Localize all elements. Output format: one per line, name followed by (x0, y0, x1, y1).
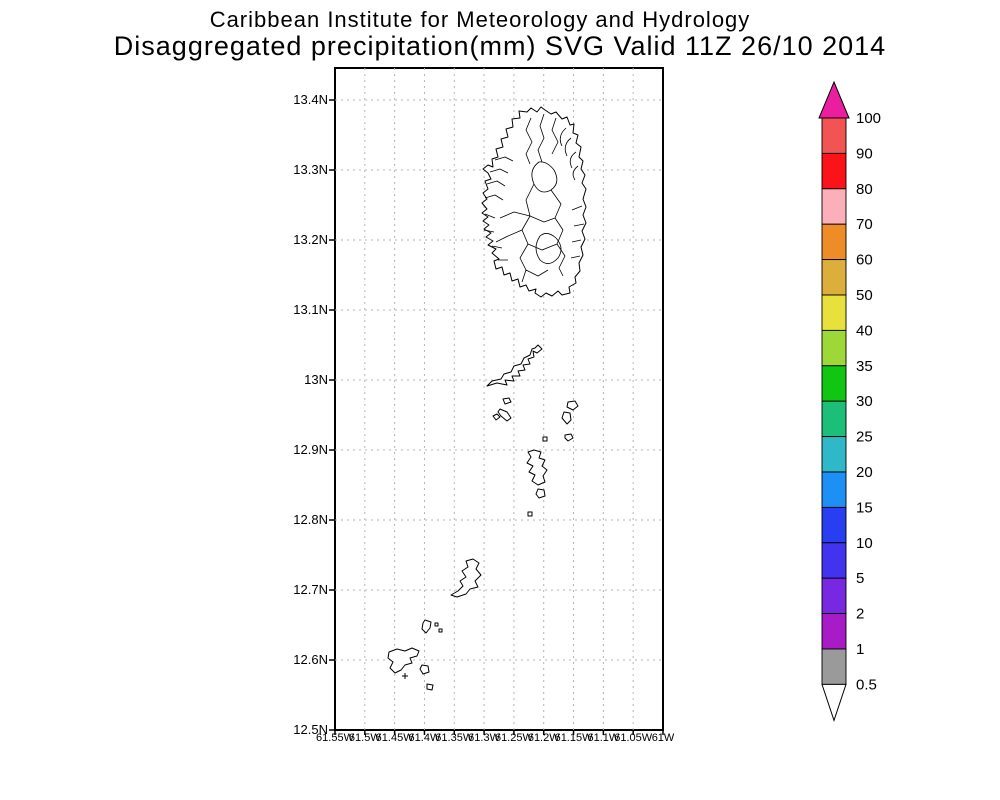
island-mayreau (421, 619, 432, 634)
colorbar-tick-label: 35 (856, 358, 873, 375)
lon-label: 61.35W (435, 732, 474, 744)
island-petit-st-vincent (426, 683, 434, 691)
colorbar-segment (821, 613, 847, 650)
lon-label: 61W (651, 732, 675, 744)
lat-label: 13.3N (293, 162, 328, 177)
island-baliceaux (561, 411, 572, 425)
colorbar-tick-label: 10 (856, 535, 873, 552)
islet-west-of-bequia (492, 413, 501, 421)
lat-label: 13.1N (293, 302, 328, 317)
colorbar-segment (821, 294, 847, 331)
lat-label: 13.2N (293, 232, 328, 247)
colorbar-segment (821, 577, 847, 615)
colorbar-segment (821, 152, 847, 190)
lon-label: 61.55W (316, 732, 354, 744)
cross-marker (402, 673, 408, 679)
colorbar-segment (821, 188, 847, 225)
islet-dot-b (564, 433, 574, 442)
axis-ticks (329, 99, 664, 735)
island-st-vincent-coast (481, 106, 587, 298)
colorbar-labels: 100 90 80 70 60 50 40 35 30 25 20 15 10 5 2 1 0.5 (856, 110, 881, 693)
colorbar-tick-label: 15 (856, 499, 873, 516)
lon-label: 61.4W (408, 732, 441, 744)
colorbar-tick-label: 30 (856, 393, 873, 410)
colorbar-segment (821, 542, 847, 579)
islet-tobago-cays-a (434, 622, 439, 627)
colorbar-segment (821, 471, 847, 508)
lat-label: 12.9N (293, 442, 328, 457)
colorbar-tick-label: 5 (856, 570, 864, 587)
colorbar-tick-label: 1 (856, 641, 864, 658)
institute-title: Caribbean Institute for Meteorology and … (209, 7, 751, 32)
map-canvas (329, 67, 664, 735)
lon-label: 61.25W (494, 732, 533, 744)
colorbar-tick-label: 20 (856, 464, 873, 481)
island-canouan (450, 558, 482, 598)
lon-label: 61.3W (468, 732, 500, 744)
colorbar-tick-label: 50 (856, 287, 873, 304)
colorbar-tick-label: 90 (856, 145, 873, 162)
lon-label: 61.45W (375, 732, 414, 744)
islet-dot-a (542, 436, 548, 442)
colorbar: 100 90 80 70 60 50 40 35 30 25 20 15 10 5 2 1 0.5 (818, 80, 881, 722)
island-union (387, 647, 420, 674)
islands-layer (387, 106, 587, 691)
gridlines (335, 68, 663, 730)
colorbar-segment (821, 223, 847, 261)
colorbar-tick-label: 70 (856, 216, 873, 233)
colorbar-tick-label: 25 (856, 429, 873, 446)
lat-label: 12.7N (293, 582, 328, 597)
colorbar-segment (821, 436, 847, 473)
colorbar-segment (821, 648, 847, 685)
lon-label: 61.15W (554, 732, 593, 744)
colorbar-segment (821, 506, 847, 544)
lat-label: 13N (304, 372, 328, 387)
lat-label: 13.4N (293, 92, 328, 107)
colorbar-tick-label: 100 (856, 110, 881, 127)
lon-label: 61.05W (614, 732, 653, 744)
lon-label: 61.5W (348, 732, 381, 744)
island-battowia (566, 400, 579, 411)
colorbar-segment (821, 365, 847, 402)
colorbar-tick-label: 60 (856, 252, 873, 269)
island-palm (419, 664, 430, 675)
colorbar-segment (821, 329, 847, 367)
lat-label: 12.6N (293, 652, 328, 667)
colorbar-tick-label: 40 (856, 322, 873, 339)
island-petit-nevis (502, 397, 512, 405)
colorbar-tick-label: 0.5 (856, 676, 877, 693)
plot-title: Disaggregated precipitation(mm) SVG Vali… (113, 31, 887, 61)
island-mustique (526, 449, 548, 486)
island-bequia (486, 344, 543, 387)
lon-label: 61.2W (527, 732, 560, 744)
colorbar-segment (821, 259, 847, 296)
island-st-vincent-watersheds (483, 113, 585, 283)
colorbar-below-min-triangle (821, 683, 847, 722)
island-savan (527, 511, 533, 517)
colorbar-segments (818, 80, 850, 722)
lat-label: 12.5N (293, 722, 328, 737)
islet-tobago-cays-b (438, 628, 443, 633)
colorbar-segment (821, 400, 847, 438)
colorbar-tick-label: 2 (856, 606, 864, 623)
island-petit-mustique (535, 488, 546, 499)
colorbar-above-max-triangle (818, 80, 850, 119)
colorbar-tick-label: 80 (856, 181, 873, 198)
lat-label: 12.8N (293, 512, 328, 527)
colorbar-segment (821, 117, 847, 154)
lon-label: 61.1W (587, 732, 620, 744)
island-isle-a-quatre (497, 408, 512, 422)
